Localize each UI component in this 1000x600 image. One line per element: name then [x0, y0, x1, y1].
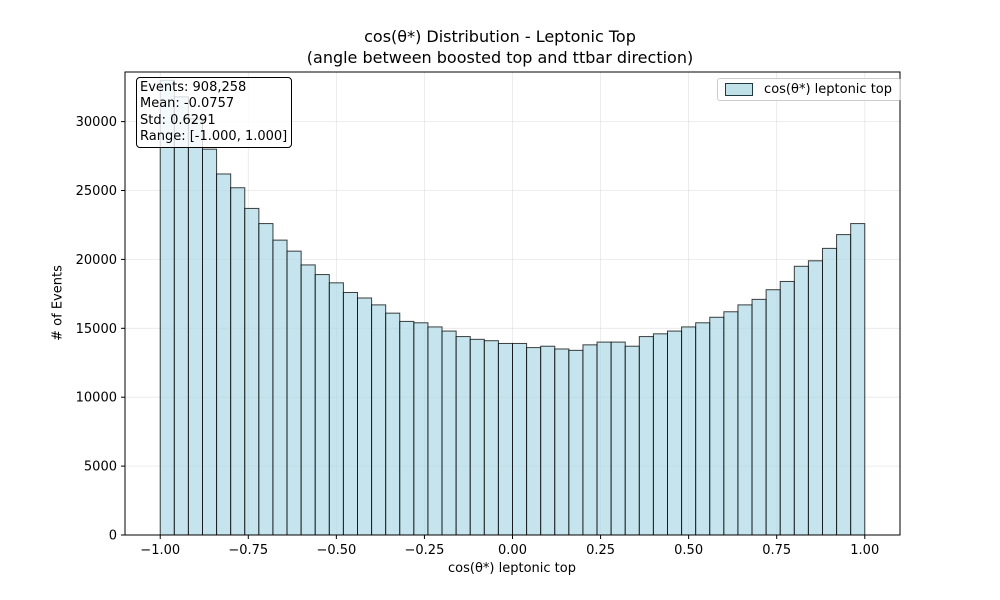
y-tick-label: 25000 — [76, 184, 117, 199]
histogram-bar — [822, 247, 838, 536]
x-tick-label: 0.00 — [498, 543, 527, 558]
x-tick-label: 0.75 — [762, 543, 791, 558]
histogram-bar — [765, 289, 781, 536]
histogram-bar — [624, 345, 640, 536]
histogram-bar — [286, 250, 302, 536]
legend: cos(θ*) leptonic top — [717, 78, 901, 101]
histogram-bar — [427, 326, 443, 536]
histogram-bar — [399, 320, 415, 536]
histogram-bar — [272, 239, 288, 536]
histogram-bar — [216, 173, 232, 536]
histogram-bar — [244, 207, 260, 536]
histogram-bar — [723, 311, 739, 536]
chart-subtitle: (angle between boosted top and ttbar dir… — [306, 48, 694, 67]
histogram-bar — [441, 330, 457, 536]
stats-annotation-box: Events: 908,258 Mean: -0.0757 Std: 0.629… — [136, 77, 293, 149]
histogram-bar — [652, 333, 669, 536]
y-tick-label: 5000 — [84, 460, 117, 475]
stats-mean: Mean: -0.0757 — [140, 96, 235, 112]
x-tick-label: −0.50 — [316, 543, 356, 558]
histogram-bar — [469, 338, 485, 536]
histogram-bar — [610, 341, 626, 536]
x-tick-label: −0.25 — [405, 543, 445, 558]
histogram-bar — [568, 349, 584, 536]
histogram-bar — [512, 342, 528, 536]
histogram-bar — [314, 274, 330, 536]
x-tick-label: 0.25 — [586, 543, 615, 558]
histogram-bar — [357, 297, 373, 536]
x-tick-label: 0.50 — [674, 543, 703, 558]
stats-std: Std: 0.6291 — [140, 112, 216, 128]
histogram-bar — [793, 265, 809, 536]
y-tick-label: 30000 — [76, 115, 117, 130]
histogram-bar — [554, 348, 570, 536]
histogram-bar — [751, 298, 767, 536]
histogram-bar — [667, 330, 683, 536]
y-tick-label: 10000 — [76, 391, 117, 406]
histogram-bar — [709, 316, 725, 536]
histogram-bar — [342, 291, 358, 536]
histogram-bar — [173, 96, 189, 536]
histogram-bar — [582, 344, 598, 536]
histogram-bar — [638, 336, 654, 536]
histogram-bar — [695, 322, 711, 536]
y-tick-label: 15000 — [76, 322, 117, 337]
x-tick-label: −0.75 — [228, 543, 268, 558]
histogram-bar — [300, 264, 316, 536]
histogram-bar — [385, 312, 401, 536]
y-tick-label: 20000 — [76, 253, 117, 268]
histogram-bar — [328, 282, 344, 536]
histogram-bar — [850, 223, 866, 536]
histogram-bar — [455, 336, 471, 536]
histogram-bar — [371, 304, 387, 536]
histogram-bar — [540, 345, 556, 536]
histogram-bar — [779, 280, 795, 536]
legend-label: cos(θ*) leptonic top — [764, 82, 892, 97]
histogram-bar — [202, 148, 218, 536]
histogram-bar — [258, 223, 274, 536]
stats-events: Events: 908,258 — [140, 80, 247, 95]
stats-range: Range: [-1.000, 1.000] — [140, 128, 288, 144]
histogram-bar — [159, 79, 175, 536]
histogram-bar — [497, 342, 513, 536]
x-axis-label: cos(θ*) leptonic top — [448, 561, 576, 576]
histogram-bar — [836, 234, 852, 536]
histogram-bar — [737, 304, 753, 536]
histogram-bar — [483, 340, 499, 536]
histogram-bar — [413, 322, 429, 536]
x-tick-label: 1.00 — [850, 543, 879, 558]
x-tick-label: −1.00 — [140, 543, 180, 558]
y-axis-label: # of Events — [50, 265, 66, 341]
histogram-bar — [526, 347, 542, 536]
chart-title: cos(θ*) Distribution - Leptonic Top — [364, 27, 636, 46]
y-tick-label: 0 — [109, 529, 117, 544]
histogram-bar — [596, 341, 612, 536]
histogram-bar — [807, 260, 824, 536]
histogram-bar — [187, 118, 203, 536]
histogram-bar — [681, 326, 697, 536]
histogram-bar — [230, 187, 246, 536]
legend-swatch — [725, 83, 754, 96]
